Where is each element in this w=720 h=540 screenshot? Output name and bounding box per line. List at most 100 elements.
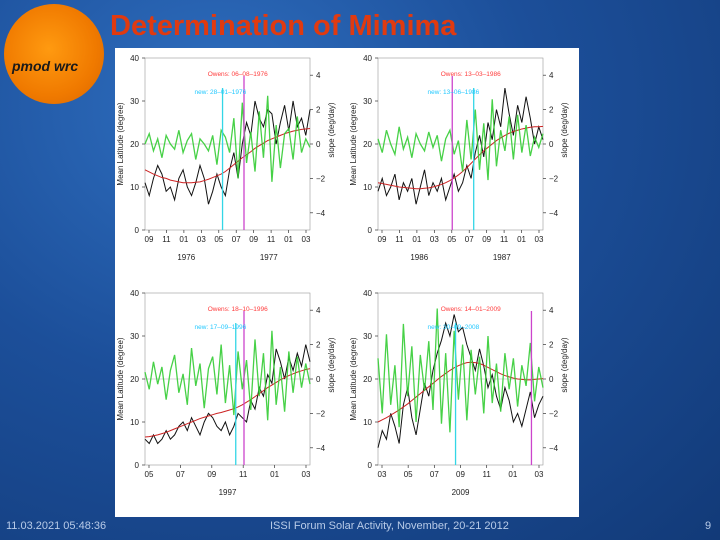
- right-tick-label: 4: [549, 306, 554, 315]
- x-tick-label: 07: [430, 470, 439, 479]
- footer-conference: ISSI Forum Solar Activity, November, 20-…: [270, 520, 509, 532]
- x-tick-label: 07: [232, 235, 241, 244]
- owens-label: Owens: 14–01–2009: [441, 306, 501, 313]
- logo-text: pmod wrc: [12, 58, 79, 74]
- owens-label: Owens: 06–08–1976: [208, 71, 268, 78]
- x-tick-label: 03: [535, 235, 544, 244]
- new-label: new: 13–06–1986: [428, 89, 480, 96]
- owens-label: Owens: 18–10–1996: [208, 306, 268, 313]
- ylabel-left: Mean Latitude (degree): [349, 337, 358, 421]
- left-tick-label: 40: [363, 54, 372, 63]
- right-tick-label: 2: [549, 106, 554, 115]
- x-tick-label: 01: [517, 235, 526, 244]
- page-number: 9: [705, 520, 712, 532]
- x-tick-label: 11: [483, 470, 492, 479]
- left-tick-label: 20: [363, 375, 372, 384]
- pmod-wrc-logo: pmod wrc: [4, 4, 104, 104]
- x-tick-label: 03: [302, 470, 311, 479]
- x-tick-label: 03: [378, 470, 387, 479]
- right-tick-label: 2: [316, 106, 321, 115]
- series-mean-latitude: [377, 88, 544, 205]
- right-tick-label: −4: [549, 209, 559, 218]
- ylabel-left: Mean Latitude (degree): [116, 337, 125, 421]
- new-label: new: 30–09–2008: [428, 324, 480, 331]
- series-mean-latitude: [144, 344, 311, 445]
- series-smoothed: [144, 368, 311, 438]
- left-tick-label: 30: [130, 97, 139, 106]
- x-tick-label: 05: [214, 235, 223, 244]
- series-slope: [144, 95, 311, 182]
- series-slope: [377, 308, 544, 433]
- left-tick-label: 10: [363, 183, 372, 192]
- footer-timestamp: 11.03.2021 05:48:36: [6, 520, 107, 532]
- series-slope: [377, 99, 544, 181]
- left-tick-label: 30: [363, 97, 372, 106]
- right-tick-label: 4: [316, 306, 321, 315]
- x-tick-label: 01: [412, 235, 421, 244]
- right-tick-label: −4: [549, 444, 559, 453]
- right-tick-label: −2: [316, 174, 326, 183]
- right-tick-label: 4: [549, 71, 554, 80]
- x-tick-label: 03: [302, 235, 311, 244]
- figure-panel: 0 10 20 30 40 4 2 0 −2 −4 Mean Latitude (degree) sl…: [115, 48, 579, 517]
- ylabel-left: Mean Latitude (degree): [349, 102, 358, 186]
- x-tick-label: 11: [500, 235, 509, 244]
- x-tick-label: 01: [270, 470, 279, 479]
- series-smoothed: [144, 128, 311, 184]
- slide-title: Determination of Mimima: [110, 10, 457, 42]
- ylabel-left: Mean Latitude (degree): [116, 102, 125, 186]
- left-tick-label: 10: [363, 418, 372, 427]
- x-tick-label: 03: [430, 235, 439, 244]
- x-tick-label: 07: [176, 470, 185, 479]
- left-tick-label: 20: [130, 375, 139, 384]
- year-label: 1976: [177, 253, 195, 262]
- x-tick-label: 09: [207, 470, 216, 479]
- right-tick-label: 0: [316, 140, 321, 149]
- left-tick-label: 20: [363, 140, 372, 149]
- owens-label: Owens: 13–03–1986: [441, 71, 501, 78]
- left-tick-label: 0: [368, 461, 373, 470]
- year-label: 1986: [410, 253, 428, 262]
- left-tick-label: 10: [130, 183, 139, 192]
- right-tick-label: −4: [316, 209, 326, 218]
- left-tick-label: 40: [130, 54, 139, 63]
- right-tick-label: −2: [549, 409, 559, 418]
- new-label: new: 17–09–1996: [195, 324, 247, 331]
- x-tick-label: 09: [456, 470, 465, 479]
- ylabel-right: slope (deg/day): [560, 337, 569, 392]
- right-tick-label: −4: [316, 444, 326, 453]
- x-tick-label: 01: [179, 235, 188, 244]
- right-tick-label: 2: [549, 341, 554, 350]
- x-tick-label: 03: [197, 235, 206, 244]
- left-tick-label: 20: [130, 140, 139, 149]
- right-tick-label: −2: [549, 174, 559, 183]
- right-tick-label: 0: [316, 375, 321, 384]
- year-label: 1987: [493, 253, 511, 262]
- right-tick-label: 2: [316, 341, 321, 350]
- x-tick-label: 03: [535, 470, 544, 479]
- left-tick-label: 0: [135, 226, 140, 235]
- series-mean-latitude: [144, 100, 311, 205]
- x-tick-label: 11: [267, 235, 276, 244]
- right-tick-label: 0: [549, 375, 554, 384]
- x-tick-label: 11: [162, 235, 171, 244]
- ylabel-right: slope (deg/day): [327, 337, 336, 392]
- right-tick-label: 4: [316, 71, 321, 80]
- ylabel-right: slope (deg/day): [327, 102, 336, 157]
- left-tick-label: 10: [130, 418, 139, 427]
- left-tick-label: 0: [135, 461, 140, 470]
- x-tick-label: 01: [508, 470, 517, 479]
- x-tick-label: 09: [145, 235, 154, 244]
- left-tick-label: 30: [130, 332, 139, 341]
- year-label: 1997: [219, 488, 237, 497]
- left-tick-label: 40: [363, 289, 372, 298]
- right-tick-label: 0: [549, 140, 554, 149]
- x-tick-label: 09: [482, 235, 491, 244]
- new-label: new: 28–01–1976: [195, 89, 247, 96]
- year-label: 1977: [260, 253, 278, 262]
- ylabel-right: slope (deg/day): [560, 102, 569, 157]
